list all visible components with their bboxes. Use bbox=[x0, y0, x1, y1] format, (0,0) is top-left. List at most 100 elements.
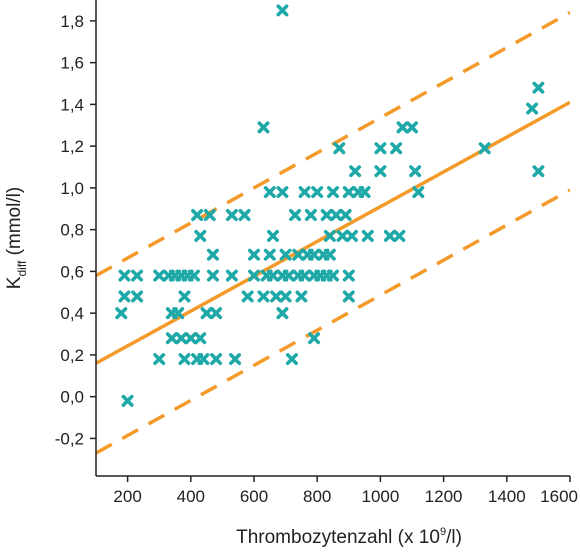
data-point bbox=[121, 394, 134, 407]
data-point bbox=[292, 248, 305, 261]
data-point bbox=[279, 248, 292, 261]
data-point bbox=[200, 307, 213, 320]
data-point bbox=[191, 209, 204, 222]
data-point bbox=[153, 353, 166, 366]
data-point bbox=[374, 142, 387, 155]
data-point bbox=[197, 353, 210, 366]
data-point bbox=[406, 121, 418, 134]
data-point bbox=[532, 81, 545, 94]
data-point bbox=[194, 229, 207, 242]
y-tick-label: 1,8 bbox=[60, 12, 84, 31]
data-point bbox=[311, 186, 324, 199]
data-point bbox=[295, 290, 308, 303]
lower-bound-line bbox=[96, 188, 570, 455]
data-point bbox=[339, 209, 352, 222]
data-point bbox=[308, 332, 321, 345]
x-tick-label: 1600 bbox=[540, 487, 578, 506]
data-point bbox=[276, 186, 289, 199]
data-point bbox=[396, 121, 409, 134]
data-point bbox=[131, 269, 144, 282]
y-axis-title: Kdiff (mmol/l) bbox=[4, 187, 29, 289]
data-point bbox=[266, 229, 279, 242]
data-point bbox=[263, 248, 276, 261]
data-point bbox=[206, 248, 219, 261]
data-point bbox=[320, 209, 333, 222]
data-point bbox=[383, 229, 396, 242]
data-point bbox=[345, 229, 358, 242]
y-tick-label: -0,2 bbox=[55, 429, 84, 448]
data-point bbox=[282, 269, 295, 282]
data-point bbox=[358, 186, 371, 199]
x-tick-label: 400 bbox=[177, 487, 205, 506]
data-point bbox=[330, 209, 343, 222]
data-point bbox=[349, 165, 362, 178]
y-tick-label: 0,8 bbox=[60, 221, 84, 240]
x-tick-label: 1400 bbox=[488, 487, 526, 506]
data-point bbox=[257, 121, 270, 134]
data-point bbox=[131, 290, 144, 303]
data-point bbox=[276, 307, 289, 320]
data-point bbox=[526, 102, 539, 115]
data-point bbox=[248, 269, 260, 282]
data-point bbox=[118, 269, 131, 282]
x-tick-label: 600 bbox=[240, 487, 268, 506]
data-point bbox=[241, 290, 254, 303]
data-point bbox=[115, 307, 128, 320]
data-point bbox=[184, 332, 197, 345]
data-point bbox=[172, 307, 185, 320]
data-point bbox=[279, 290, 292, 303]
data-point bbox=[285, 353, 298, 366]
data-point bbox=[308, 248, 321, 261]
data-point bbox=[187, 269, 200, 282]
data-point bbox=[289, 209, 302, 222]
data-point bbox=[361, 229, 374, 242]
x-tick-label: 200 bbox=[113, 487, 141, 506]
data-point bbox=[266, 269, 279, 282]
data-point bbox=[178, 353, 191, 366]
data-point bbox=[165, 332, 178, 345]
y-tick-label: 1,2 bbox=[60, 137, 84, 156]
data-point bbox=[409, 165, 422, 178]
data-point bbox=[327, 186, 339, 199]
data-point bbox=[298, 269, 311, 282]
upper-bound-line bbox=[96, 10, 570, 278]
data-point bbox=[323, 248, 336, 261]
data-point bbox=[532, 165, 545, 178]
y-tick-label: 0,6 bbox=[60, 262, 84, 281]
data-point bbox=[342, 290, 355, 303]
data-point bbox=[203, 209, 216, 222]
x-tick-label: 800 bbox=[303, 487, 331, 506]
data-point bbox=[210, 353, 223, 366]
data-point bbox=[153, 269, 166, 282]
data-point bbox=[238, 209, 251, 222]
data-point bbox=[270, 290, 283, 303]
data-point bbox=[393, 229, 406, 242]
data-point bbox=[225, 209, 238, 222]
data-point bbox=[175, 332, 188, 345]
data-point bbox=[478, 142, 491, 155]
data-point bbox=[336, 229, 349, 242]
data-point bbox=[327, 269, 339, 282]
y-tick-label: 1,0 bbox=[60, 179, 84, 198]
data-point bbox=[374, 165, 387, 178]
data-point bbox=[276, 4, 289, 17]
data-point bbox=[206, 269, 219, 282]
data-point bbox=[298, 186, 311, 199]
data-point bbox=[304, 209, 317, 222]
data-point bbox=[118, 290, 131, 303]
y-tick-label: 0,4 bbox=[60, 304, 84, 323]
data-point bbox=[225, 269, 238, 282]
x-tick-label: 1200 bbox=[425, 487, 463, 506]
data-point bbox=[390, 142, 403, 155]
data-point bbox=[342, 186, 355, 199]
data-point bbox=[342, 269, 355, 282]
x-tick-label: 1000 bbox=[361, 487, 399, 506]
y-tick-label: 0,0 bbox=[60, 388, 84, 407]
data-point bbox=[257, 290, 270, 303]
data-point bbox=[323, 229, 336, 242]
x-axis-title: Thrombozytenzahl (x 109/l) bbox=[236, 526, 462, 548]
y-tick-label: 0,2 bbox=[60, 346, 84, 365]
y-tick-label: 1,4 bbox=[60, 95, 84, 114]
data-point bbox=[210, 307, 223, 320]
